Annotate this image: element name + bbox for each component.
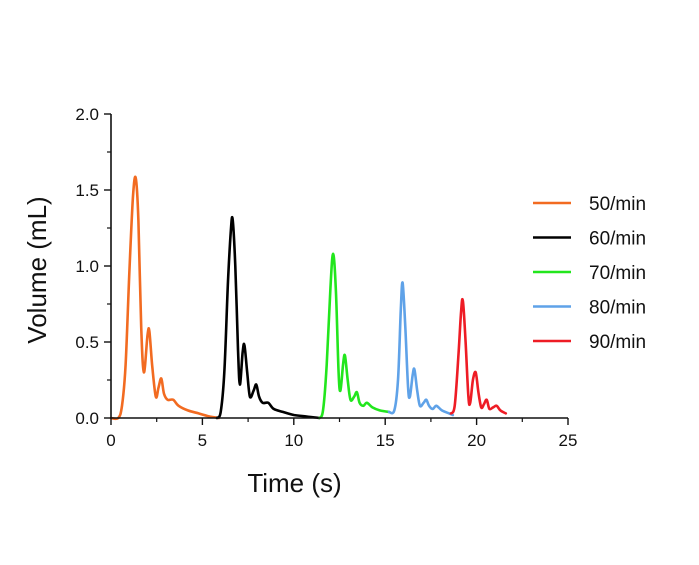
y-tick-label: 2.0 [75,105,99,124]
y-axis-title: Volume (mL) [22,196,52,343]
y-axis: 0.0 0.5 1.0 1.5 2.0 [75,105,112,428]
series-line-80-per-min [387,281,455,417]
y-tick-label: 1.5 [75,181,99,200]
x-tick-label: 5 [198,431,207,450]
legend-label: 80/min [589,298,646,319]
x-tick-label: 25 [559,431,578,450]
y-tick-label: 0.5 [75,333,99,352]
legend-label: 90/min [589,332,646,353]
series-line-70-per-min [318,252,391,420]
series-line-50-per-min [109,175,221,421]
series-line-60-per-min [215,215,321,420]
legend-label: 50/min [589,194,646,215]
legend: 50/min 60/min 70/min 80/min 90/min [533,194,646,353]
x-tick-label: 10 [284,431,303,450]
x-axis: 0 5 10 15 20 25 [106,417,578,450]
x-axis-title: Time (s) [247,468,341,498]
y-tick-label: 0.0 [75,409,99,428]
x-tick-label: 15 [376,431,395,450]
plot-area [109,175,508,421]
series-line-90-per-min [449,297,508,415]
legend-label: 60/min [589,229,646,250]
y-tick-label: 1.0 [75,257,99,276]
x-tick-label: 20 [467,431,486,450]
x-tick-label: 0 [106,431,115,450]
legend-label: 70/min [589,263,646,284]
